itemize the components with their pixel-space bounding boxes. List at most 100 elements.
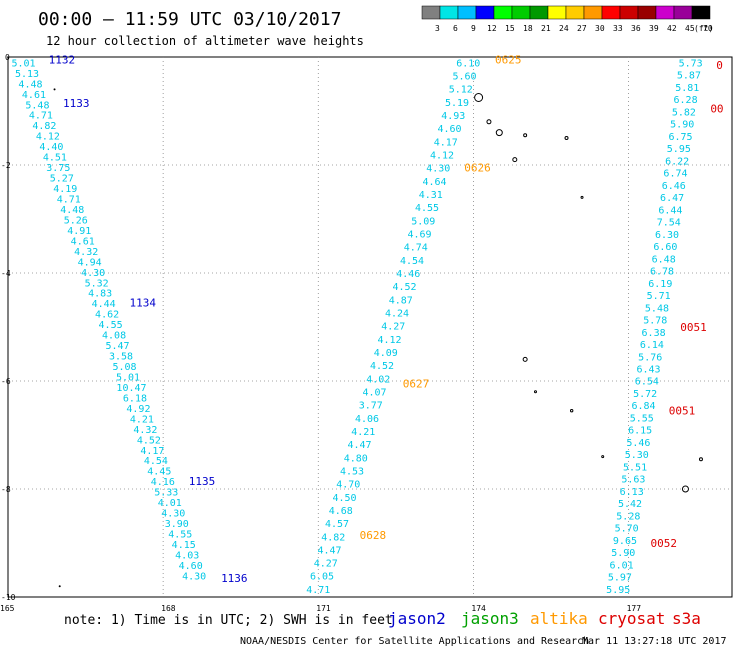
swh-value: 6.84: [631, 401, 655, 412]
swh-value: 5.46: [626, 438, 650, 449]
colorbar-swatch: [565, 5, 585, 20]
colorbar-swatch: [637, 5, 657, 20]
swh-value: 5.71: [647, 291, 671, 302]
pass-number-label: 0628: [360, 529, 387, 542]
footer-timestamp: Mar 11 13:27:18 UTC 2017: [582, 636, 727, 647]
pass-number-label: 1132: [49, 54, 76, 67]
swh-value: 5.47: [106, 341, 130, 352]
swh-value: 5.82: [672, 107, 696, 118]
footer-credit: NOAA/NESDIS Center for Satellite Applica…: [240, 636, 589, 647]
swh-value: 5.09: [411, 216, 435, 227]
island-outline: [495, 129, 503, 137]
swh-value: 4.52: [370, 361, 394, 372]
swh-value: 4.27: [314, 559, 338, 570]
swh-value: 5.81: [675, 83, 699, 94]
swh-value: 4.61: [71, 236, 95, 247]
swh-value: 4.12: [430, 151, 454, 162]
colorbar-tick-label: 30: [595, 24, 605, 33]
y-tick-label: -10: [1, 593, 16, 602]
swh-value: 6.14: [640, 340, 664, 351]
swh-value: 4.30: [81, 268, 105, 279]
pass-number-label: 0052: [651, 537, 678, 550]
swh-value: 5.42: [618, 499, 642, 510]
swh-value: 4.54: [144, 456, 168, 467]
swh-value: 5.01: [116, 372, 140, 383]
swh-value: 4.31: [419, 190, 443, 201]
colorbar-swatch: [439, 5, 459, 20]
colorbar-tick-label: 6: [453, 24, 458, 33]
chart-subtitle: 12 hour collection of altimeter wave hei…: [46, 34, 364, 48]
swh-value: 4.93: [441, 111, 465, 122]
swh-value: 4.17: [140, 446, 164, 457]
colorbar-swatch: [421, 5, 441, 20]
swh-value: 5.72: [633, 389, 657, 400]
swh-value: 4.70: [336, 480, 360, 491]
swh-value: 3.90: [165, 519, 189, 530]
swh-value: 3.75: [46, 163, 70, 174]
island-outline: [512, 157, 518, 163]
islands: [53, 88, 703, 588]
swh-value: 5.90: [670, 120, 694, 131]
swh-value: 5.70: [615, 524, 639, 535]
island-outline: [681, 485, 689, 493]
swh-value: 7.54: [657, 218, 681, 229]
pass-number-label: 0626: [464, 162, 491, 175]
swh-value: 4.60: [437, 124, 461, 135]
legend-entry-jason3: jason3: [461, 609, 519, 628]
swh-value: 4.51: [43, 153, 67, 164]
x-tick-label: 168: [161, 604, 176, 613]
swh-value: 5.30: [625, 450, 649, 461]
swh-value: 4.16: [151, 477, 175, 488]
swh-value: 4.03: [175, 550, 199, 561]
swh-value: 5.60: [452, 72, 476, 83]
pass-number-label: 1136: [221, 572, 248, 585]
colorbar-tick-label: 12: [487, 24, 497, 33]
swh-value: 4.94: [78, 257, 102, 268]
plot-frame: [7, 56, 733, 598]
swh-value: 4.54: [400, 256, 424, 267]
legend-entry-cryosat: cryosat: [598, 609, 665, 628]
wave-height-colorbar: 3 6 9 12 15 18 21 24 27 30 33 36 39 42 45 70(ft): [421, 5, 713, 33]
swh-value: 4.44: [92, 299, 116, 310]
swh-value: 5.63: [621, 475, 645, 486]
x-tick-label: 174: [471, 604, 486, 613]
swh-value: 5.55: [630, 413, 654, 424]
y-tick-label: -8: [1, 485, 11, 494]
swh-value: 4.55: [168, 530, 192, 541]
swh-value: 4.55: [99, 320, 123, 331]
island-outline: [523, 133, 528, 138]
island-outline: [486, 119, 492, 125]
colorbar-swatch: [457, 5, 477, 20]
swh-value: 4.09: [374, 348, 398, 359]
island-outline: [522, 356, 528, 362]
swh-value: 4.32: [74, 247, 98, 258]
swh-value: 4.71: [306, 585, 330, 596]
swh-value: 4.74: [404, 243, 428, 254]
swh-value: 4.55: [415, 203, 439, 214]
swh-value: 4.46: [396, 269, 420, 280]
swh-value: 6.75: [668, 132, 692, 143]
swh-value: 5.01: [11, 58, 35, 69]
pass-number-label: 0627: [403, 378, 430, 391]
swh-value: 6.74: [663, 169, 687, 180]
island-outline: [53, 88, 56, 91]
colorbar-swatch: [583, 5, 603, 20]
swh-value: 4.40: [39, 142, 63, 153]
swh-value: 5.08: [112, 362, 136, 373]
swh-value: 5.97: [608, 573, 632, 584]
swh-value: 4.52: [137, 435, 161, 446]
colorbar-tick-label: 18: [523, 24, 533, 33]
swh-value: 4.21: [351, 427, 375, 438]
x-tick-label: 165: [0, 604, 15, 613]
satellite-legend: jason2 jason3 altika cryosat s3a: [388, 609, 701, 628]
swh-value: 6.54: [635, 377, 659, 388]
y-tick-label: -4: [1, 269, 11, 278]
pass-number-label: 0625: [495, 54, 522, 67]
y-tick-label: -6: [1, 377, 11, 386]
island-outline: [698, 457, 703, 462]
colorbar-swatch: [493, 5, 513, 20]
swh-value: 4.21: [130, 414, 154, 425]
x-tick-label: 171: [316, 604, 331, 613]
